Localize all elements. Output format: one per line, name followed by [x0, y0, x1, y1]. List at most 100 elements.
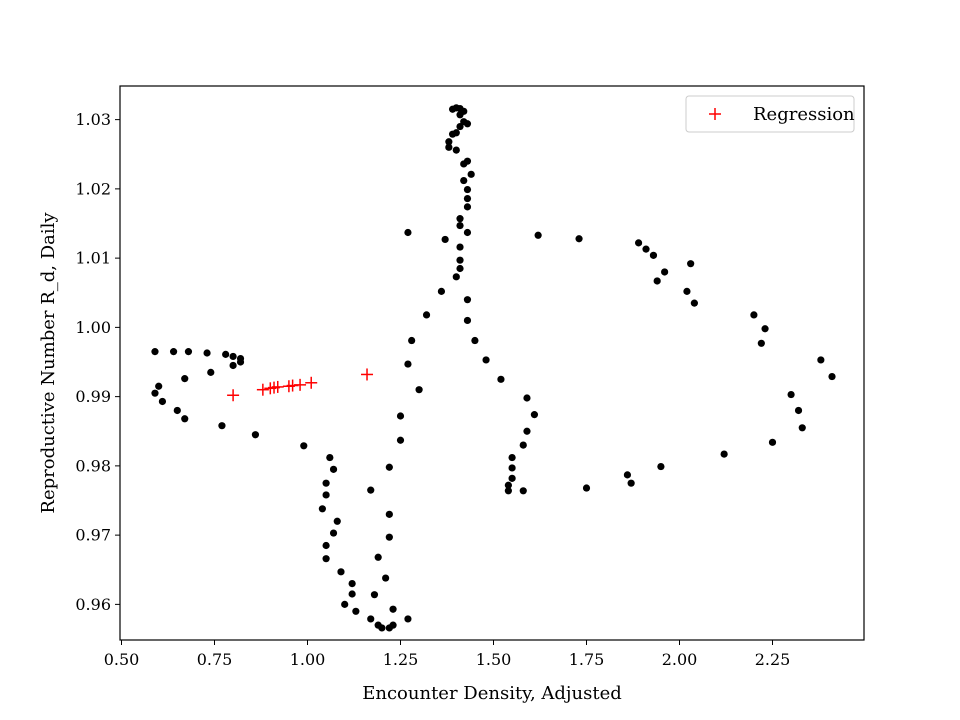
observed-point [207, 368, 215, 376]
observed-point [504, 487, 512, 495]
observed-point [408, 336, 416, 345]
observed-point [441, 235, 449, 244]
observed-point [415, 386, 423, 394]
regression-point [227, 389, 240, 402]
observed-point [181, 415, 189, 423]
observed-point [720, 450, 728, 458]
observed-point [437, 287, 446, 295]
observed-point [158, 397, 167, 406]
observed-point [471, 336, 479, 345]
observed-point [229, 352, 237, 361]
observed-point [367, 486, 375, 494]
y-tick-label: 1.00 [75, 318, 111, 337]
observed-point [236, 358, 245, 366]
observed-point [404, 615, 412, 623]
observed-point [508, 474, 516, 482]
observed-point [794, 406, 803, 415]
observed-point [653, 277, 661, 285]
observed-point [251, 431, 260, 439]
x-tick-label: 1.75 [569, 650, 605, 669]
observed-point [404, 228, 412, 237]
x-tick-label: 0.75 [197, 650, 233, 669]
observed-point [181, 375, 189, 383]
observed-point [456, 243, 464, 251]
observed-point [229, 361, 237, 370]
observed-point [661, 268, 669, 276]
observed-point [322, 541, 330, 550]
observed-point [463, 316, 472, 325]
x-tick-label: 1.50 [476, 650, 512, 669]
observed-point [385, 510, 393, 518]
y-tick-label: 0.96 [75, 595, 111, 614]
regression-point [271, 380, 284, 393]
y-tick-label: 1.03 [75, 110, 111, 129]
observed-point [627, 479, 635, 487]
observed-point [169, 348, 178, 356]
observed-point [329, 465, 338, 473]
observed-point [322, 479, 330, 487]
regression-point [294, 378, 307, 391]
observed-point [642, 245, 650, 253]
observed-point [151, 348, 159, 356]
observed-point [445, 138, 453, 146]
observed-point [508, 464, 516, 472]
observed-point [337, 568, 345, 576]
observed-point [322, 491, 330, 499]
observed-point [452, 273, 460, 281]
observed-point [519, 487, 527, 495]
observed-point [374, 553, 382, 561]
observed-point [683, 287, 691, 295]
observed-point [352, 607, 360, 615]
observed-point [761, 325, 769, 333]
observed-point [396, 436, 405, 444]
observed-point [452, 146, 460, 154]
observed-point [367, 615, 375, 623]
observed-point [463, 194, 472, 203]
observed-point [523, 394, 531, 402]
observed-point [649, 251, 658, 259]
y-tick-label: 1.01 [75, 249, 111, 268]
observed-point [523, 427, 531, 435]
y-tick-label: 0.98 [75, 456, 111, 475]
y-tick-label: 0.99 [75, 387, 111, 406]
x-tick-label: 1.25 [383, 650, 419, 669]
observed-point [452, 129, 460, 137]
observed-point [798, 424, 806, 432]
observed-point [463, 185, 472, 194]
x-axis-label: Encounter Density, Adjusted [362, 683, 622, 704]
observed-point [382, 574, 390, 582]
x-tick-label: 0.50 [104, 650, 140, 669]
regression-point [305, 376, 318, 389]
observed-point [404, 360, 412, 368]
observed-point [173, 406, 181, 415]
observed-point [333, 517, 341, 525]
x-axis-ticks: 0.50 0.75 1.00 1.25 1.50 1.75 2.00 2.25 [104, 640, 791, 669]
observed-point [634, 239, 643, 247]
y-axis-ticks: 0.96 0.97 0.98 0.99 1.00 1.01 1.02 1.03 [75, 110, 120, 614]
y-tick-label: 1.02 [75, 179, 111, 198]
regression-point [256, 383, 269, 396]
legend-box [685, 95, 855, 133]
observed-point [690, 299, 698, 307]
y-tick-label: 0.97 [75, 526, 111, 545]
observed-point [768, 438, 777, 446]
observed-point [463, 228, 472, 237]
observed-point [657, 462, 665, 471]
observed-point [151, 389, 159, 397]
observed-point [184, 348, 193, 356]
observed-point [456, 221, 464, 230]
observed-point [218, 422, 226, 430]
observed-point [452, 104, 460, 112]
observed-point [300, 442, 308, 450]
observed-point [463, 296, 472, 304]
observed-point [385, 533, 393, 541]
observed-point [828, 372, 836, 381]
plot-area-frame [119, 85, 865, 641]
observed-point [504, 481, 512, 489]
data-points [151, 104, 836, 632]
observed-point [456, 122, 464, 131]
y-axis-label: Reproductive Number R_d, Daily [38, 212, 59, 514]
x-tick-label: 2.25 [755, 650, 791, 669]
observed-point [482, 356, 490, 364]
